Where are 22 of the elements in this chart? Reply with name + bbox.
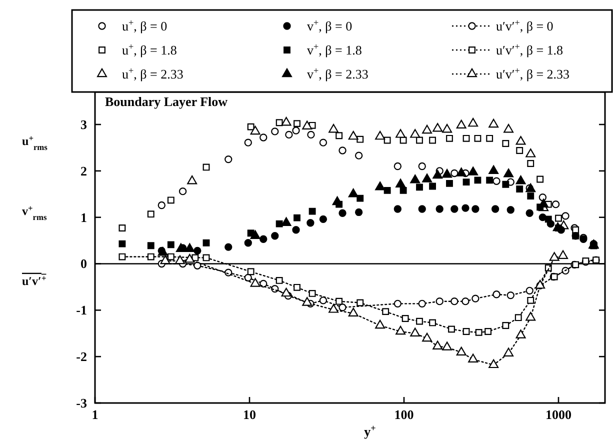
legend-label: u′v′$^{+}$, β = 1.8 xyxy=(496,42,564,58)
legend-label: u$^{+}$, β = 0 xyxy=(122,18,168,34)
chart-title: Boundary Layer Flow xyxy=(105,94,228,109)
y-tick-label: 0 xyxy=(80,256,87,272)
x-tick-label: 1000 xyxy=(545,407,572,422)
y-tick-label: -2 xyxy=(76,349,87,364)
y-tick-label: 2 xyxy=(80,163,87,178)
x-tick-label: 100 xyxy=(394,407,414,422)
legend-label: v$^{+}$, β = 0 xyxy=(307,18,352,34)
legend-label: u′v′$^{+}$, β = 0 xyxy=(496,18,554,34)
x-axis-title: y$^{+}$ xyxy=(364,423,376,439)
y-tick-label: 1 xyxy=(80,210,87,225)
y-tick-label: 3 xyxy=(80,116,88,132)
y-tick-label: -1 xyxy=(76,302,87,318)
legend-label: u$^{+}$, β = 2.33 xyxy=(122,66,184,82)
legend-label: v$^{+}$, β = 1.8 xyxy=(307,42,362,58)
x-tick-label: 1 xyxy=(92,407,98,422)
x-tick-label: 10 xyxy=(242,407,256,422)
legend-label: v$^{+}$, β = 2.33 xyxy=(307,66,368,82)
y-tick-label: -3 xyxy=(76,396,88,410)
legend-label: u′v′$^{+}$, β = 2.33 xyxy=(496,66,570,82)
legend-label: u$^{+}$, β = 1.8 xyxy=(122,42,177,58)
